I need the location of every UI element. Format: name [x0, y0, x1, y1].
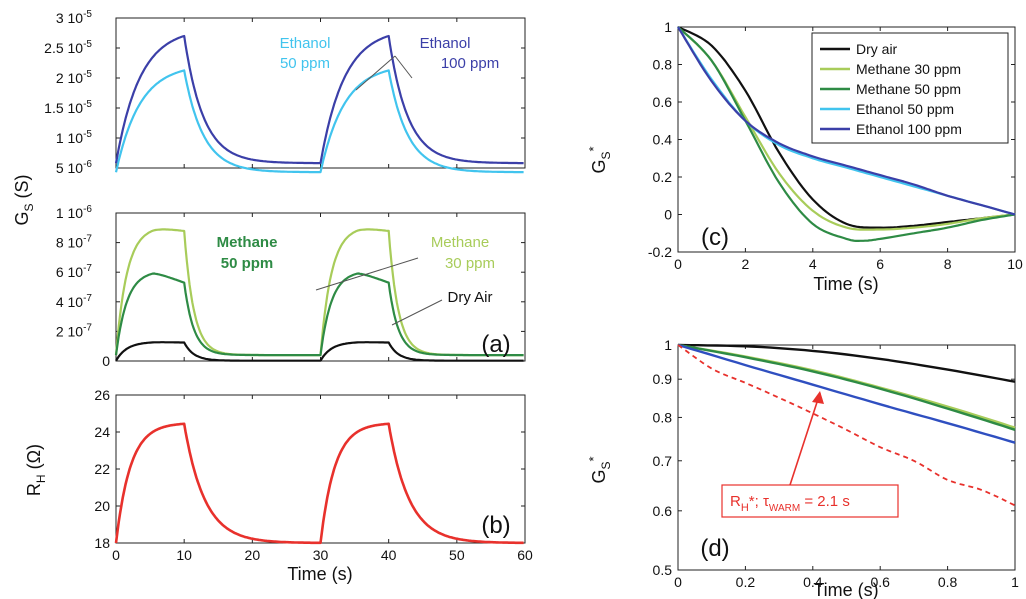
panel-c-xtick-0-label: 0	[674, 256, 682, 272]
panel-b-series-0	[114, 422, 524, 545]
panel-b-xtick-0-label: 0	[112, 547, 120, 563]
annot-ethanol-50-line1: Ethanol	[280, 35, 331, 52]
panel-d-xtick-2-label: 0.4	[803, 574, 823, 590]
annot-methane-arrow	[315, 257, 419, 291]
annot-dry-air: Dry Air	[448, 289, 493, 306]
panel-b-frame	[115, 394, 526, 544]
panel-c-ytick-0-label: -0.2	[648, 244, 672, 260]
panel-c-xlabel: Time (s)	[813, 274, 878, 294]
panel-d-series-2	[677, 343, 1016, 431]
panel-c-series-0	[677, 26, 1016, 229]
panel-d-xtick-1-label: 0.2	[736, 574, 756, 590]
panel-a-top-ytick-5-label: 3 10-5	[56, 9, 93, 26]
panel-d-frame	[677, 344, 1016, 571]
annot-dryair-arrow	[391, 299, 443, 326]
panel-d-ytick-2-label: 0.7	[653, 453, 673, 469]
panel-c-xtick-3-label: 6	[876, 256, 884, 272]
panel-a-ylabel: GS (S)	[12, 174, 36, 225]
panel-c-label: (c)	[701, 224, 729, 251]
panel-c-ytick-3-label: 0.4	[653, 132, 673, 148]
panel-a-top-series-1	[114, 34, 524, 165]
panel-a-bottom-ytick-4-label: 8 10-7	[56, 234, 93, 251]
annot-methane-30-line1: Methane	[431, 234, 489, 251]
panel-c-xtick-2-label: 4	[809, 256, 817, 272]
panel-a-top-ytick-4-label: 2.5 10-5	[44, 39, 92, 56]
panel-d-xlabel: Time (s)	[813, 580, 878, 599]
panel-c-xtick-4-label: 8	[944, 256, 952, 272]
panel-b-xtick-3-label: 30	[313, 547, 329, 563]
panel-c-xtick-5-label: 10	[1007, 256, 1023, 272]
panel-c-ytick-4-label: 0.6	[653, 94, 673, 110]
annot-methane-30-line2: 30 ppm	[445, 255, 495, 272]
panel-b-xtick-6-label: 60	[517, 547, 533, 563]
panel-d-ytick-4-label: 0.9	[653, 371, 673, 387]
annot-methane-50-line2: 50 ppm	[221, 255, 274, 272]
panel-b-xlabel: Time (s)	[287, 564, 352, 584]
panel-d-xtick-5-label: 1	[1011, 574, 1019, 590]
panel-d-annotation-box	[721, 484, 899, 518]
panel-a-bottom-ytick-0-label: 0	[102, 353, 110, 369]
panel-d-ytick-1-label: 0.6	[653, 503, 673, 519]
panel-a-bottom-ytick-2-label: 4 10-7	[56, 293, 93, 310]
panel-c-ytick-6-label: 1	[664, 19, 672, 35]
panel-a-bottom-series-2	[115, 341, 524, 362]
panel-c-legend-label-2: Methane 50 ppm	[856, 81, 961, 97]
panel-c-ytick-2-label: 0.2	[653, 169, 673, 185]
panel-d-ylabel: GS*	[586, 456, 613, 483]
panel-b-label: (b)	[481, 512, 510, 539]
panel-d-xtick-3-label: 0.6	[870, 574, 890, 590]
annot-ethanol-arrow-left	[355, 55, 396, 91]
panel-a-label: (a)	[481, 331, 510, 358]
panel-c-legend-label-1: Methane 30 ppm	[856, 61, 961, 77]
panel-a-top-series-0	[114, 69, 524, 174]
panel-d-series-4	[677, 344, 1016, 507]
panel-a-bottom-ytick-5-label: 1 10-6	[56, 204, 93, 221]
panel-c-series-2	[677, 26, 1016, 242]
panel-d-ytick-0-label: 0.5	[653, 562, 673, 578]
annot-ethanol-100-line2: 100 ppm	[441, 55, 499, 72]
annot-methane-50-line1: Methane	[217, 234, 278, 251]
panel-d-xtick-0-label: 0	[674, 574, 682, 590]
panel-d-xtick-4-label: 0.8	[938, 574, 958, 590]
panel-c-ytick-1-label: 0	[664, 207, 672, 223]
panel-d-annotation-arrow	[789, 392, 821, 486]
panel-b-ytick-1-label: 20	[94, 498, 110, 514]
panel-b-xtick-1-label: 10	[176, 547, 192, 563]
annot-ethanol-100-line1: Ethanol	[420, 35, 471, 52]
panel-d-label: (d)	[700, 535, 729, 562]
panel-c-xtick-1-label: 2	[742, 256, 750, 272]
panel-c-series-4	[677, 26, 1016, 216]
panel-a-bottom-ytick-3-label: 6 10-7	[56, 263, 93, 280]
panel-a-bottom-ytick-1-label: 2 10-7	[56, 322, 93, 339]
panel-b-ytick-3-label: 24	[94, 424, 110, 440]
panel-d-series-3	[677, 343, 1016, 444]
panel-c-ytick-5-label: 0.8	[653, 57, 673, 73]
panel-c-legend-label-3: Ethanol 50 ppm	[856, 101, 954, 117]
panel-d-annotation-text: RH*; τWARM = 2.1 s	[730, 493, 850, 514]
panel-d-ytick-3-label: 0.8	[653, 409, 673, 425]
panel-d-series-0	[677, 343, 1016, 383]
panel-a-top-ytick-3-label: 2 10-5	[56, 69, 93, 86]
panel-a-top-ytick-2-label: 1.5 10-5	[44, 99, 92, 116]
panel-c-legend-label-4: Ethanol 100 ppm	[856, 121, 962, 137]
panel-a-bottom-series-1	[114, 272, 524, 357]
panel-b-xtick-2-label: 20	[245, 547, 261, 563]
panel-b-xtick-4-label: 40	[381, 547, 397, 563]
panel-b-xtick-5-label: 50	[449, 547, 465, 563]
panel-a-top-ytick-0-label: 5 10-6	[56, 159, 93, 176]
panel-b-ylabel: RH (Ω)	[24, 444, 48, 496]
panel-b-ytick-0-label: 18	[94, 535, 110, 551]
panel-d-series-1	[677, 343, 1016, 429]
annot-ethanol-arrow-right	[394, 55, 413, 79]
annot-ethanol-50-line2: 50 ppm	[280, 55, 330, 72]
panel-b-ytick-2-label: 22	[94, 461, 110, 477]
panel-c-legend-label-0: Dry air	[856, 41, 898, 57]
panel-c-ylabel: GS*	[586, 146, 613, 173]
panel-a-top-ytick-1-label: 1 10-5	[56, 129, 93, 146]
panel-d-annotation-arrowhead	[812, 391, 824, 404]
panel-d-ytick-5-label: 1	[664, 337, 672, 353]
panel-b-ytick-4-label: 26	[94, 387, 110, 403]
